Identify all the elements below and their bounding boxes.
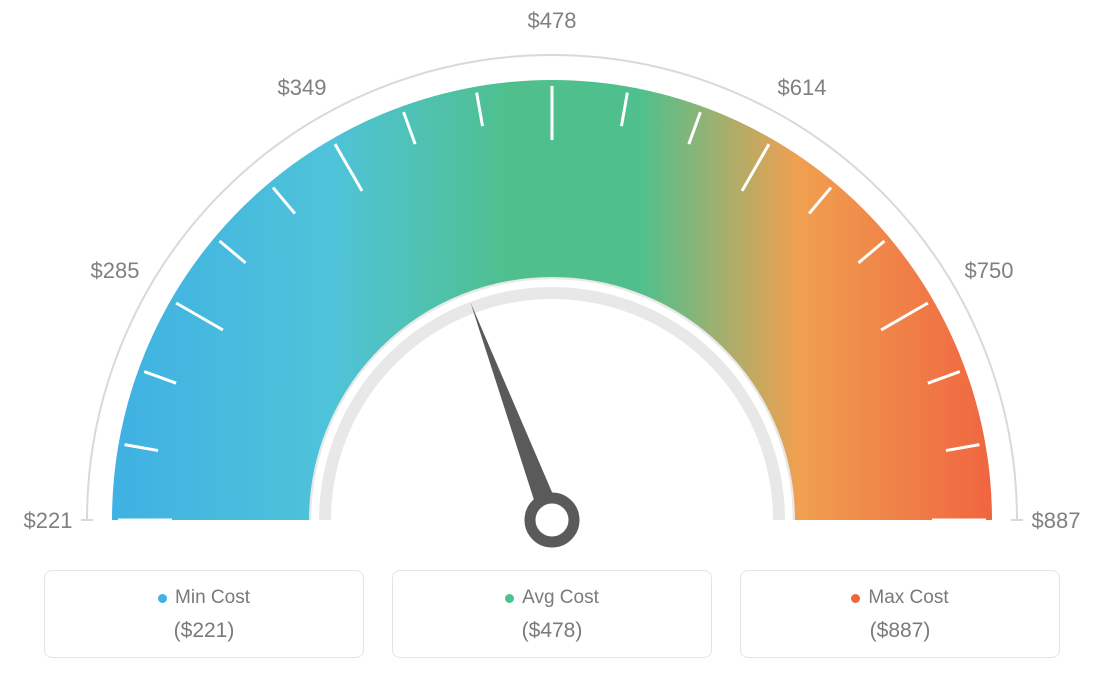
- svg-text:$221: $221: [24, 508, 73, 533]
- legend-card-avg: Avg Cost ($478): [392, 570, 712, 658]
- svg-text:$349: $349: [278, 75, 327, 100]
- svg-text:$750: $750: [965, 258, 1014, 283]
- legend-title: Min Cost: [158, 587, 250, 609]
- svg-text:$285: $285: [91, 258, 140, 283]
- legend-value: ($478): [411, 619, 693, 643]
- gauge-svg: $221 $285 $349 $478 $614 $750 $887: [0, 0, 1104, 560]
- svg-text:$478: $478: [528, 8, 577, 33]
- legend-dot-icon: [851, 594, 860, 603]
- legend-title-text: Avg Cost: [522, 587, 599, 609]
- legend-row: Min Cost ($221) Avg Cost ($478) Max Cost…: [0, 570, 1104, 658]
- legend-value: ($887): [759, 619, 1041, 643]
- legend-value: ($221): [63, 619, 345, 643]
- gauge-chart: $221 $285 $349 $478 $614 $750 $887: [0, 0, 1104, 560]
- legend-title-text: Min Cost: [175, 587, 250, 609]
- legend-dot-icon: [505, 594, 514, 603]
- svg-text:$887: $887: [1032, 508, 1081, 533]
- legend-card-min: Min Cost ($221): [44, 570, 364, 658]
- legend-title-text: Max Cost: [868, 587, 948, 609]
- legend-dot-icon: [158, 594, 167, 603]
- legend-card-max: Max Cost ($887): [740, 570, 1060, 658]
- svg-text:$614: $614: [778, 75, 827, 100]
- legend-title: Max Cost: [851, 587, 948, 609]
- legend-title: Avg Cost: [505, 587, 599, 609]
